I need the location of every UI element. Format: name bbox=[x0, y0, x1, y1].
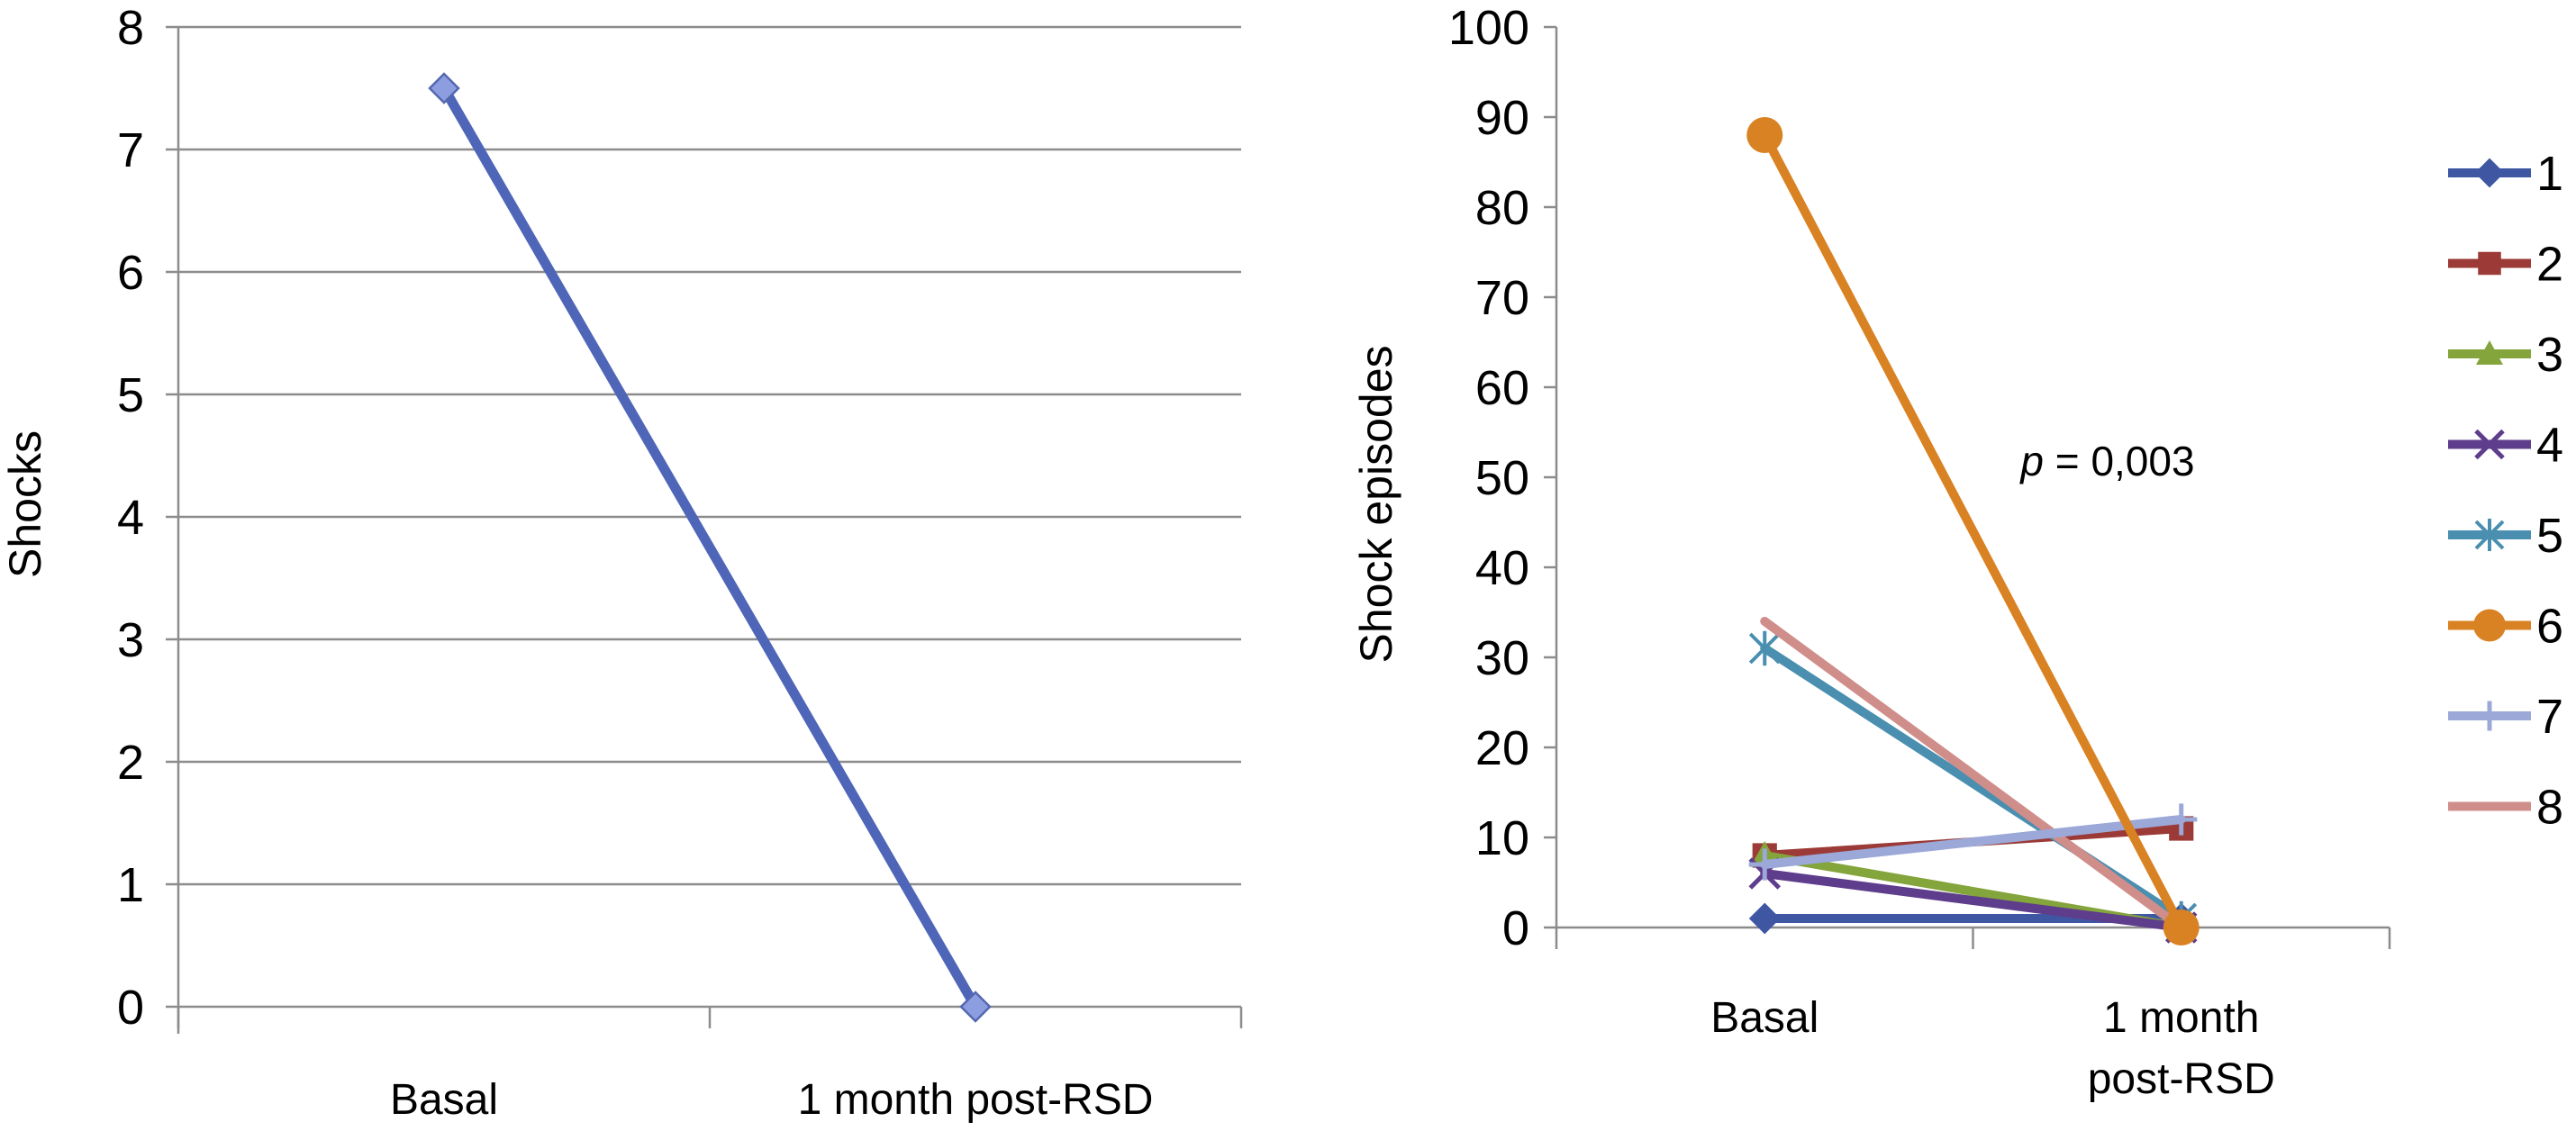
legend-marker-7 bbox=[2474, 701, 2505, 731]
y-tick-label: 1 bbox=[117, 858, 144, 912]
series-line-8 bbox=[1760, 617, 2186, 932]
legend-label-2: 2 bbox=[2536, 238, 2563, 292]
y-tick-label: 0 bbox=[1502, 901, 1529, 955]
shock-episodes-chart: Shock episodes p = 0,003 0 10 20 30 40 50 60 70… bbox=[1351, 1, 2563, 1103]
y-tick-label: 60 bbox=[1475, 361, 1529, 415]
data-point bbox=[428, 72, 460, 104]
y-tick-label: 6 bbox=[117, 246, 144, 300]
y-tick-label: 80 bbox=[1475, 181, 1529, 235]
p-value-italic: p bbox=[2018, 438, 2044, 484]
legend-label-1: 1 bbox=[2536, 147, 2563, 201]
shocks-chart: Shocks 0 1 2 3 4 5 6 7 8 Basal 1 month post-RSD bbox=[0, 1, 1243, 1124]
legend-label-6: 6 bbox=[2536, 600, 2563, 654]
y-tick-label: 2 bbox=[117, 736, 144, 790]
series-line-7 bbox=[1760, 815, 2186, 869]
data-point-7 bbox=[2165, 803, 2198, 836]
legend-label-5: 5 bbox=[2536, 509, 2563, 563]
y-tick-label: 7 bbox=[117, 123, 144, 177]
legend-marker-4 bbox=[2474, 429, 2505, 460]
y-axis-title: Shock episodes bbox=[1351, 345, 1401, 663]
series-line-6 bbox=[1760, 131, 2186, 932]
data-point-6 bbox=[1746, 117, 1783, 153]
legend-marker-2 bbox=[2478, 251, 2501, 276]
x-category-label: Basal bbox=[390, 1076, 498, 1124]
p-value-annotation: p = 0,003 bbox=[2018, 438, 2194, 484]
y-tick-label: 0 bbox=[117, 981, 144, 1035]
y-tick-label: 4 bbox=[117, 491, 144, 545]
y-tick-label: 30 bbox=[1475, 631, 1529, 685]
y-tick-label: 50 bbox=[1475, 451, 1529, 505]
data-point-1 bbox=[1748, 902, 1781, 935]
y-tick-label: 100 bbox=[1448, 1, 1529, 55]
legend-marker-3 bbox=[2476, 340, 2503, 365]
p-value-text: = 0,003 bbox=[2044, 438, 2195, 484]
series-line bbox=[439, 83, 981, 1012]
y-tick-label: 10 bbox=[1475, 811, 1529, 865]
y-tick-label: 40 bbox=[1475, 541, 1529, 595]
x-category-label: 1 month post-RSD bbox=[798, 1076, 1154, 1124]
data-point-6 bbox=[2163, 909, 2200, 946]
y-axis-title: Shocks bbox=[0, 430, 50, 578]
y-tick-label: 3 bbox=[117, 613, 144, 667]
marker-stroke bbox=[2474, 429, 2505, 460]
x-category-label: Basal bbox=[1710, 994, 1819, 1042]
data-point-7 bbox=[1748, 848, 1781, 881]
series-line-4 bbox=[1760, 869, 2186, 932]
data-point-5 bbox=[1748, 630, 1781, 666]
legend-label-4: 4 bbox=[2536, 419, 2563, 473]
legend-label-8: 8 bbox=[2536, 781, 2563, 835]
y-tick-label: 90 bbox=[1475, 91, 1529, 145]
x-category-label: 1 month bbox=[2103, 994, 2259, 1042]
y-tick-label: 20 bbox=[1475, 721, 1529, 775]
legend-marker-5 bbox=[2474, 519, 2505, 551]
y-tick-label: 5 bbox=[117, 368, 144, 422]
legend-marker-1 bbox=[2474, 158, 2505, 188]
legend-marker-6 bbox=[2473, 609, 2506, 642]
legend-label-7: 7 bbox=[2536, 690, 2563, 744]
data-point bbox=[959, 991, 992, 1023]
legend-label-3: 3 bbox=[2536, 328, 2563, 382]
x-category-label: post-RSD bbox=[2088, 1055, 2275, 1103]
y-tick-label: 8 bbox=[117, 1, 144, 55]
y-tick-label: 70 bbox=[1475, 271, 1529, 325]
